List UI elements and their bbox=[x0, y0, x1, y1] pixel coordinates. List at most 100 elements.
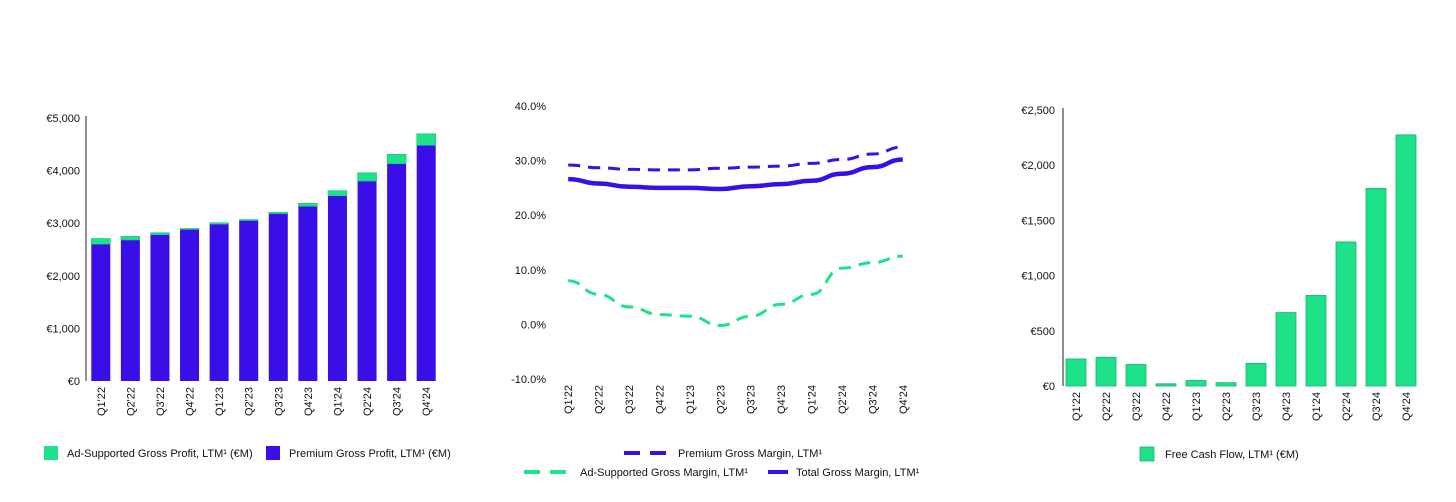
x-tick-label: Q3'24 bbox=[1371, 392, 1383, 421]
y-tick-label: €1,000 bbox=[1021, 271, 1055, 283]
ad-supported-gross-profit-bar bbox=[91, 238, 111, 245]
legend-swatch bbox=[44, 446, 58, 460]
ad-supported-gross-profit-bar bbox=[386, 154, 407, 165]
y-tick-label: €0 bbox=[1043, 381, 1055, 393]
ad-supported-gross-profit-bar bbox=[238, 219, 259, 221]
premium-gross-profit-bar bbox=[298, 206, 318, 381]
x-tick-label: Q2'23 bbox=[1221, 392, 1233, 421]
x-tick-label: Q1'23 bbox=[214, 387, 226, 416]
x-tick-label: Q2'22 bbox=[1101, 392, 1113, 421]
free-cash-flow-bar bbox=[1275, 312, 1297, 387]
x-tick-label: Q4'24 bbox=[1401, 392, 1413, 421]
y-tick-label: €1,500 bbox=[1021, 215, 1055, 227]
premium-gross-profit-bar bbox=[416, 145, 436, 381]
free-cash-flow-bar bbox=[1335, 241, 1357, 387]
x-tick-label: Q2'23 bbox=[715, 385, 727, 414]
y-tick-label: 20.0% bbox=[515, 210, 546, 222]
free-cash-flow-bar bbox=[1365, 187, 1387, 387]
legend-label: Total Gross Margin, LTM¹ bbox=[796, 467, 920, 479]
x-tick-label: Q3'23 bbox=[746, 385, 758, 414]
x-tick-label: Q1'22 bbox=[96, 387, 108, 416]
premium-gross-profit-bar bbox=[180, 229, 200, 381]
ad-supported-gross-profit-bar bbox=[298, 202, 318, 207]
premium-gross-margin-line bbox=[568, 145, 903, 172]
legend-label: Ad-Supported Gross Profit, LTM¹ (€M) bbox=[67, 448, 253, 460]
free-cash-flow-bar bbox=[1395, 134, 1417, 387]
y-tick-label: €2,000 bbox=[46, 271, 80, 283]
x-tick-label: Q1'24 bbox=[332, 387, 344, 416]
x-tick-label: Q1'22 bbox=[1071, 392, 1083, 421]
legend-label: Free Cash Flow, LTM¹ (€M) bbox=[1165, 449, 1299, 461]
ad-supported-gross-profit-bar bbox=[416, 133, 436, 146]
legend: Free Cash Flow, LTM¹ (€M) bbox=[1139, 446, 1299, 462]
free-cash-flow-chart: €0 €500 €1,000 €1,500 €2,000 €2,500 Q1'22 Q2'22… bbox=[1021, 105, 1417, 462]
free-cash-flow-bar bbox=[1245, 362, 1267, 387]
y-tick-label: €1,000 bbox=[46, 323, 80, 335]
legend-swatch bbox=[266, 446, 280, 460]
ad-supported-gross-profit-bar bbox=[327, 190, 348, 197]
x-tick-label: Q1'23 bbox=[1191, 392, 1203, 421]
y-tick-label: €500 bbox=[1031, 326, 1055, 338]
x-tick-label: Q2'24 bbox=[1341, 392, 1353, 421]
free-cash-flow-bar bbox=[1125, 364, 1147, 387]
legend-label: Premium Gross Profit, LTM¹ (€M) bbox=[289, 448, 451, 460]
free-cash-flow-bar bbox=[1185, 380, 1207, 387]
x-tick-label: Q1'22 bbox=[563, 385, 575, 414]
ad-supported-gross-profit-bar bbox=[209, 222, 229, 225]
y-tick-label: 10.0% bbox=[515, 265, 546, 277]
premium-gross-profit-bar bbox=[209, 224, 229, 381]
x-tick-label: Q4'23 bbox=[303, 387, 315, 416]
gross-profit-chart: €0 €1,000 €2,000 €3,000 €4,000 €5,000 Q1'22 Q2'… bbox=[44, 113, 451, 460]
y-tick-label: €0 bbox=[68, 376, 80, 388]
y-tick-label: €2,000 bbox=[1021, 160, 1055, 172]
free-cash-flow-bar bbox=[1305, 295, 1327, 387]
legend-swatch bbox=[1139, 446, 1155, 462]
x-tick-label: Q3'24 bbox=[867, 385, 879, 414]
legend: Ad-Supported Gross Profit, LTM¹ (€M) Prem… bbox=[44, 446, 451, 460]
ad-supported-gross-profit-bar bbox=[179, 228, 200, 230]
x-tick-label: Q3'24 bbox=[392, 387, 404, 416]
total-gross-margin-line bbox=[568, 157, 903, 192]
premium-gross-profit-bar bbox=[327, 195, 347, 381]
x-tick-label: Q3'22 bbox=[624, 385, 636, 414]
premium-gross-profit-bar bbox=[120, 240, 140, 381]
free-cash-flow-bar bbox=[1215, 382, 1237, 387]
x-tick-label: Q2'24 bbox=[837, 385, 849, 414]
x-tick-label: Q1'24 bbox=[807, 385, 819, 414]
ad-supported-gross-margin-line bbox=[568, 254, 903, 327]
x-tick-label: Q4'22 bbox=[654, 385, 666, 414]
y-tick-label: €5,000 bbox=[46, 113, 80, 125]
x-tick-label: Q4'23 bbox=[1281, 392, 1293, 421]
gross-margin-chart: -10.0% 0.0% 10.0% 20.0% 30.0% 40.0% Q1'22 Q2'22… bbox=[511, 101, 919, 479]
free-cash-flow-bar bbox=[1065, 358, 1087, 387]
x-tick-label: Q4'24 bbox=[898, 385, 910, 414]
y-tick-label: €3,000 bbox=[46, 218, 80, 230]
x-tick-label: Q1'23 bbox=[685, 385, 697, 414]
x-tick-label: Q2'22 bbox=[594, 385, 606, 414]
premium-gross-profit-bar bbox=[91, 244, 111, 381]
y-tick-label: €4,000 bbox=[46, 166, 80, 178]
x-tick-label: Q4'24 bbox=[421, 387, 433, 416]
y-tick-label: 30.0% bbox=[515, 156, 546, 168]
x-tick-label: Q1'24 bbox=[1311, 392, 1323, 421]
premium-gross-profit-bar bbox=[150, 234, 170, 381]
x-tick-label: Q3'22 bbox=[1131, 392, 1143, 421]
premium-gross-profit-bar bbox=[387, 163, 407, 381]
legend-label: Ad-Supported Gross Margin, LTM¹ bbox=[580, 467, 748, 479]
free-cash-flow-bar bbox=[1095, 356, 1117, 387]
x-tick-label: Q4'23 bbox=[776, 385, 788, 414]
x-tick-label: Q2'23 bbox=[244, 387, 256, 416]
ad-supported-gross-profit-bar bbox=[120, 236, 141, 241]
x-tick-label: Q2'24 bbox=[362, 387, 374, 416]
legend: Premium Gross Margin, LTM¹ Ad-Supported G… bbox=[524, 448, 920, 479]
free-cash-flow-bar bbox=[1155, 383, 1177, 387]
premium-gross-profit-bar bbox=[239, 220, 259, 381]
x-tick-label: Q4'22 bbox=[1161, 392, 1173, 421]
ad-supported-gross-profit-bar bbox=[150, 232, 170, 236]
y-tick-label: 40.0% bbox=[515, 101, 546, 113]
x-tick-label: Q2'22 bbox=[125, 387, 137, 416]
y-tick-label: 0.0% bbox=[521, 319, 546, 331]
ad-supported-gross-profit-bar bbox=[268, 211, 289, 214]
y-tick-label: -10.0% bbox=[511, 374, 546, 386]
